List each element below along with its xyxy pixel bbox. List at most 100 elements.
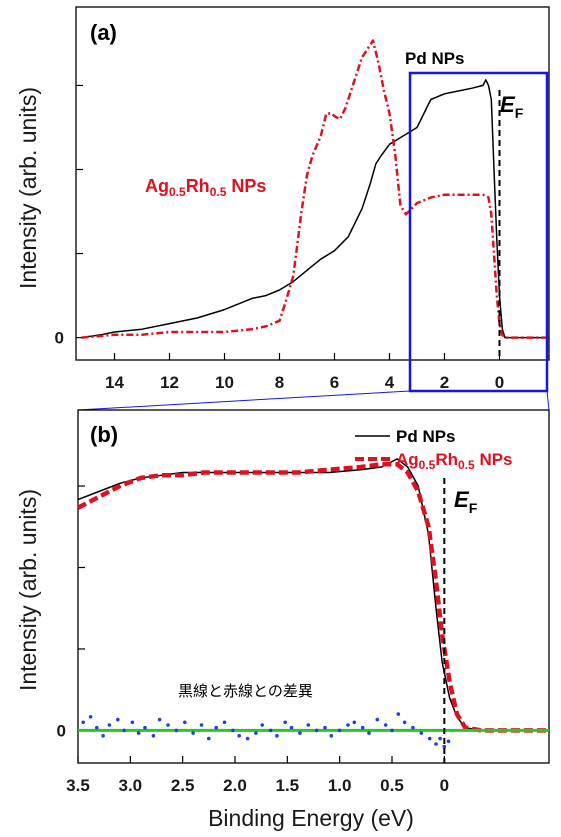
difference-dot [101,734,105,738]
x-tick-label: 0.5 [380,776,404,795]
difference-dot [438,736,442,741]
panel-b-ef-label: EF [454,487,478,516]
difference-dot [337,728,342,733]
panel-a-y-title: Intensity (arb. units) [15,87,41,289]
x-tick-label: 6 [330,373,339,392]
difference-dot [222,720,227,725]
difference-dot [383,723,388,727]
difference-dot [375,717,380,722]
y-zero-label: 0 [57,721,66,740]
difference-dot [390,728,394,733]
series-line [77,458,549,732]
difference-dot [352,720,357,725]
difference-dot [183,720,187,725]
difference-dot [442,744,447,749]
difference-dot [237,734,241,738]
difference-dot [166,723,170,727]
panel-b-lines [76,458,549,733]
difference-dot [427,736,432,741]
difference-dot [275,734,279,738]
x-tick-label: 0 [440,776,449,795]
difference-dot [254,731,258,735]
panel-b: 3.5 3.0 2.5 2.0 1.5 1.0 0.5 00 (b) Pd NPs Ag0.5… [15,409,550,831]
series-line [81,79,549,339]
difference-dot [323,725,327,730]
difference-dot [107,723,112,727]
panel-b-frame [77,409,550,764]
legend-ag-part: Rh [435,450,458,469]
difference-dot [130,720,135,725]
panel-a-label: (a) [90,20,117,45]
difference-dot [419,731,424,735]
panel-a: 14 12 10 8 6 4 2 00 (a) Pd NPs Ag0.5Rh0.5 NPs E… [15,6,550,393]
ef-sub: F [469,500,478,516]
ag-rh-label-part: Rh [186,176,210,196]
x-tick-label: 1.0 [328,776,352,795]
difference-dot [346,723,350,727]
difference-dot [306,723,311,727]
x-tick-label: 3.5 [66,776,90,795]
difference-dot [402,720,407,725]
difference-dot [207,736,211,741]
difference-label: 黒線と赤線との差異 [178,682,313,700]
difference-dot [122,728,126,733]
zoom-connector-left [77,390,411,411]
series-line [76,462,549,733]
x-tick-label: 1.5 [276,776,300,795]
difference-dot [268,728,273,733]
panel-b-ticks: 3.5 3.0 2.5 2.0 1.5 1.0 0.5 0 0 [57,485,449,795]
ef-main: E [454,487,470,512]
legend-ag-sub: 0.5 [419,458,436,472]
ag-rh-label-part: Ag [145,176,169,196]
legend-ag-part: NPs [475,450,513,469]
panel-b-y-title: Intensity (arb. units) [15,489,41,691]
difference-dot [289,725,294,730]
pd-nps-label: Pd NPs [405,49,465,68]
legend-ag-sub: 0.5 [458,458,475,472]
ag-rh-label-sub: 0.5 [210,185,227,199]
x-tick-label: 3.0 [119,776,143,795]
panel-a-frame [75,6,550,361]
x-tick-label: 10 [215,373,234,392]
difference-dot [157,717,162,722]
panel-a-ticks: 14 12 10 8 6 4 2 0 0 [55,84,504,392]
legend-ag-part: Ag [396,450,419,469]
difference-dot [396,712,401,716]
difference-dot [411,725,415,730]
ag-rh-label-part: NPs [226,176,266,196]
difference-dot [298,731,302,735]
difference-dot [199,723,204,727]
x-tick-label: 2.5 [171,776,195,795]
legend: Pd NPs Ag0.5Rh0.5 NPs [355,427,513,472]
difference-dot [81,720,85,725]
zoom-box [408,71,549,393]
zoom-connector-right [546,390,550,411]
difference-dot [314,728,319,733]
difference-dot [95,725,99,730]
x-tick-label: 12 [160,373,179,392]
panel-b-x-title: Binding Energy (eV) [208,805,414,831]
x-tick-label: 0 [495,373,504,392]
series-line [81,39,549,339]
x-tick-label: 2.0 [223,776,247,795]
difference-dot [434,742,438,746]
difference-dot [136,731,141,735]
x-tick-label: 8 [275,373,284,392]
panel-b-label: (b) [90,422,118,447]
difference-dot [260,723,265,727]
difference-dot [214,725,218,730]
legend-ag-label: Ag0.5Rh0.5 NPs [396,450,513,472]
x-tick-label: 4 [385,373,395,392]
legend-pd-label: Pd NPs [396,427,456,446]
y-zero-label: 0 [55,329,64,348]
difference-dot [329,734,334,738]
difference-dot [151,734,156,738]
difference-dot [116,717,120,722]
ag-rh-label-sub: 0.5 [169,185,186,199]
difference-dot [174,728,179,733]
ef-sub: F [515,105,524,121]
difference-dot [88,715,93,719]
difference-dot [231,728,235,733]
x-tick-label: 14 [105,373,124,392]
